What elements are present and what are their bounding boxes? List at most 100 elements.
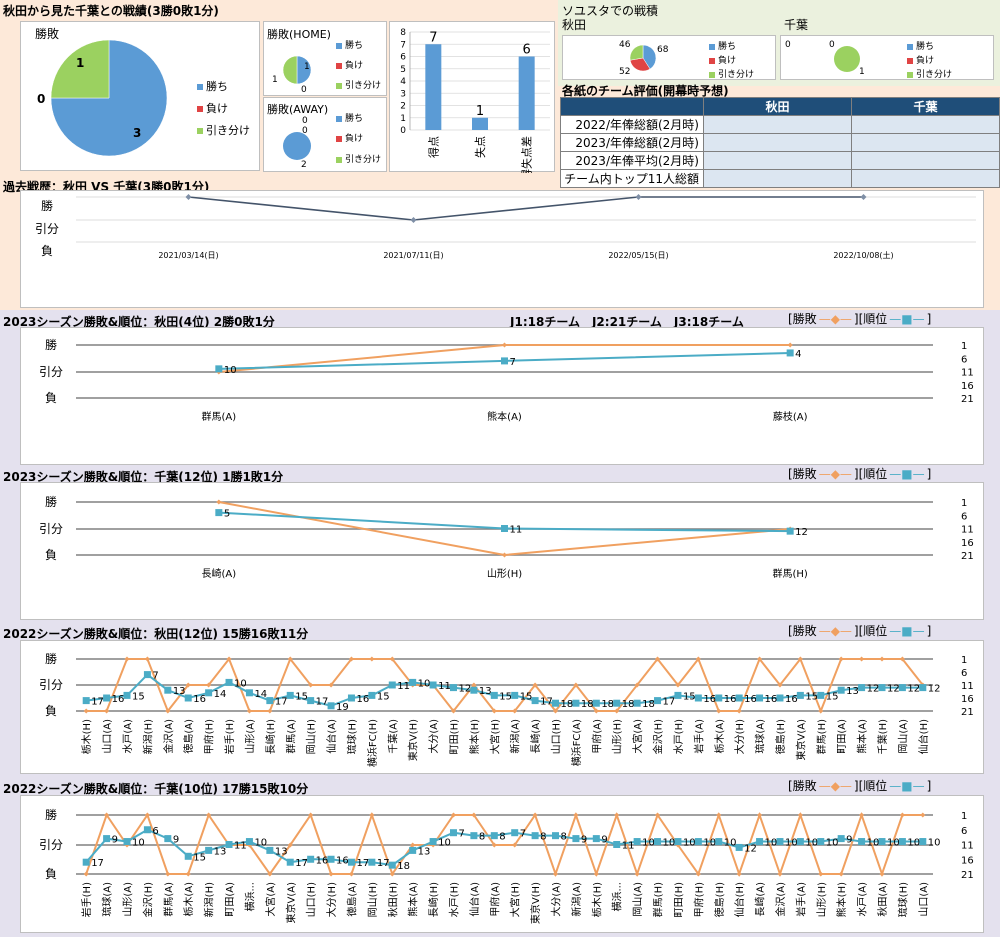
wl-point bbox=[246, 708, 252, 714]
rank-value-label: 10 bbox=[724, 838, 737, 849]
category-label: 岩手(H) bbox=[80, 882, 93, 917]
rank-point bbox=[501, 525, 508, 532]
bar-category-label: 失点 bbox=[474, 136, 487, 158]
bar-tick-label: 1 bbox=[400, 114, 406, 124]
category-label: 栃木(A) bbox=[182, 882, 195, 917]
category-label: 長崎(H) bbox=[264, 719, 277, 754]
wl-point bbox=[512, 842, 518, 848]
category-label: 琉球(A) bbox=[101, 882, 114, 917]
goals-bar-chart: 0 1 2 3 4 5 6 7 8 7 得点 1 失点 6 得失点差 bbox=[400, 28, 550, 173]
wl-point bbox=[879, 871, 885, 877]
category-label: 徳島(A) bbox=[182, 719, 195, 754]
category-label: 群馬(H) bbox=[773, 567, 808, 580]
rank-value-label: 9 bbox=[846, 835, 852, 846]
legend-loss-label: 負け bbox=[345, 134, 364, 144]
wl-point bbox=[736, 708, 742, 714]
rank-point bbox=[429, 681, 437, 689]
legend-teal-marker-icon: —■— bbox=[889, 312, 925, 326]
legend-close-label: ] bbox=[926, 312, 932, 326]
category-label: 琉球(A) bbox=[754, 719, 767, 754]
category-label: 町田(H) bbox=[449, 719, 460, 754]
rank-value-label: 16 bbox=[112, 694, 125, 705]
rank-value-label: 14 bbox=[254, 689, 267, 700]
category-label: 熊本(A) bbox=[856, 719, 869, 754]
wl-point bbox=[83, 708, 89, 714]
rank-value-label: 11 bbox=[397, 681, 410, 692]
akita2022-title: 2022シーズン勝敗&順位：秋田(12位) 15勝16敗11分 bbox=[3, 627, 309, 641]
category-label: 金沢(H) bbox=[141, 882, 154, 917]
wl-point bbox=[144, 656, 150, 662]
rank-point bbox=[776, 694, 784, 702]
rank-tick-label: 11 bbox=[961, 525, 974, 536]
wl-point bbox=[185, 682, 191, 688]
home-pie-label-loss: 0 bbox=[301, 85, 307, 95]
bar-value-label: 7 bbox=[429, 30, 437, 45]
away-legend-draw: 引き分け bbox=[336, 152, 381, 165]
main-legend-draw: 引き分け bbox=[197, 122, 250, 138]
legend-rank-label: ][順位 bbox=[853, 779, 888, 793]
wl-point bbox=[369, 656, 375, 662]
rank-point bbox=[552, 699, 560, 707]
rank-value-label: 15 bbox=[132, 691, 145, 702]
bar-tick-label: 6 bbox=[400, 53, 406, 63]
home-legend-win: 勝ち bbox=[336, 38, 363, 51]
rank-value-label: 17 bbox=[91, 697, 104, 708]
rank-point bbox=[511, 691, 519, 699]
rank-value-label: 16 bbox=[193, 694, 206, 705]
bar-tick-label: 3 bbox=[400, 89, 406, 99]
rank-value-label: 18 bbox=[601, 699, 614, 710]
rank-tick-label: 6 bbox=[961, 354, 967, 365]
legend-wl-label: [勝敗 bbox=[788, 779, 817, 793]
akita2022-panel: 勝引分負 1 6 11 16 21 17 16 15 7 13 16 14 10 14 17 15 17 19 16 1… bbox=[20, 640, 984, 774]
rank-point bbox=[307, 855, 315, 863]
history-y-draw: 引分 bbox=[35, 222, 60, 236]
rank-value-label: 12 bbox=[928, 684, 941, 695]
rank-point bbox=[347, 694, 355, 702]
away-pie-label-draw: 0 bbox=[302, 126, 308, 136]
category-label: 群馬(A) bbox=[162, 882, 175, 917]
rank-point bbox=[123, 691, 131, 699]
akita-pie-label-draw: 46 bbox=[619, 40, 631, 50]
rank-point bbox=[123, 838, 131, 846]
wl-line bbox=[85, 811, 923, 878]
rank-value-label: 10 bbox=[418, 678, 431, 689]
category-label: 秋田(A) bbox=[876, 882, 889, 917]
rank-tick-label: 11 bbox=[961, 368, 974, 379]
rank-point bbox=[654, 838, 662, 846]
category-label: 金沢(H) bbox=[652, 719, 665, 754]
akita-pie-slice-draw bbox=[629, 44, 644, 61]
bar-tick-label: 8 bbox=[400, 28, 406, 38]
category-label: 大宮(A) bbox=[631, 719, 644, 754]
chiba-legend-loss: 負け bbox=[907, 53, 934, 66]
wl-point bbox=[328, 682, 334, 688]
rank-value-label: 10 bbox=[887, 838, 900, 849]
wl-point bbox=[491, 708, 497, 714]
eval-cell-chiba bbox=[851, 169, 1000, 188]
rank-value-label: 13 bbox=[214, 846, 227, 857]
legend-teal-marker-icon: —■— bbox=[889, 624, 925, 638]
rank-point bbox=[592, 835, 600, 843]
rank-value-label: 10 bbox=[703, 838, 716, 849]
rank-value-label: 12 bbox=[795, 527, 808, 538]
wl-point bbox=[695, 871, 701, 877]
category-label: 水戸(A) bbox=[122, 719, 134, 754]
category-label: 岩手(H) bbox=[223, 719, 236, 754]
rank-tick-label: 21 bbox=[961, 551, 974, 562]
rank-value-label: 13 bbox=[479, 686, 492, 697]
wl-point bbox=[787, 342, 793, 348]
category-label: 群馬(H) bbox=[652, 882, 665, 917]
rank-point bbox=[327, 702, 335, 710]
rank-value-label: 14 bbox=[214, 689, 227, 700]
y-label-win: 勝 bbox=[45, 807, 57, 822]
y-label-loss: 負 bbox=[45, 391, 57, 405]
category-label: 町田(A) bbox=[225, 882, 236, 917]
wl-point bbox=[532, 682, 538, 688]
category-label: 横浜... bbox=[611, 882, 624, 912]
rank-point bbox=[817, 691, 825, 699]
rank-point bbox=[245, 838, 253, 846]
y-label-draw: 引分 bbox=[39, 678, 63, 692]
rank-value-label: 10 bbox=[826, 838, 839, 849]
rank-value-label: 11 bbox=[234, 841, 247, 852]
rank-point bbox=[613, 699, 621, 707]
